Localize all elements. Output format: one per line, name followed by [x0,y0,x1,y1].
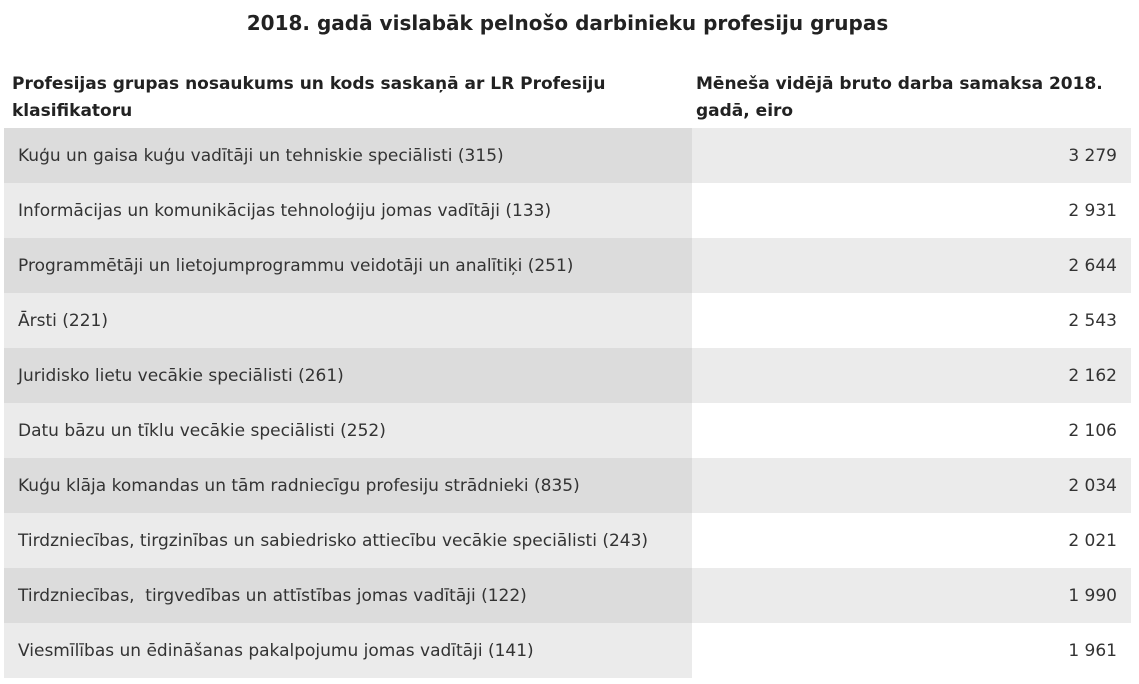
row-value: 3 279 [692,128,1131,183]
table-header: Profesijas grupas nosaukums un kods sask… [4,71,1131,127]
page-title: 2018. gadā vislabāk pelnošo darbinieku p… [246,11,889,35]
row-value: 2 644 [692,238,1131,293]
row-value: 2 106 [692,403,1131,458]
row-value: 1 990 [692,568,1131,623]
row-value: 2 021 [692,513,1131,568]
table-body: Kuģu un gaisa kuģu vadītāji un tehniskie… [4,128,1131,678]
table-row: Programmētāji un lietojumprogrammu veido… [4,238,1131,293]
row-name: Kuģu klāja komandas un tām radniecīgu pr… [4,458,692,513]
table-row: Kuģu klāja komandas un tām radniecīgu pr… [4,458,1131,513]
row-name: Tirdzniecības, tirgzinības un sabiedrisk… [4,513,692,568]
row-value: 2 034 [692,458,1131,513]
row-name: Datu bāzu un tīklu vecākie speciālisti (… [4,403,692,458]
table-row: Ārsti (221) 2 543 [4,293,1131,348]
table-row: Tirdzniecības, tirgvedības un attīstības… [4,568,1131,623]
row-name: Programmētāji un lietojumprogrammu veido… [4,238,692,293]
row-value: 2 931 [692,183,1131,238]
table-row: Tirdzniecības, tirgzinības un sabiedrisk… [4,513,1131,568]
table-row: Informācijas un komunikācijas tehnoloģij… [4,183,1131,238]
row-name: Juridisko lietu vecākie speciālisti (261… [4,348,692,403]
row-name: Tirdzniecības, tirgvedības un attīstības… [4,568,692,623]
table-row: Juridisko lietu vecākie speciālisti (261… [4,348,1131,403]
row-value: 2 543 [692,293,1131,348]
column-header-name: Profesijas grupas nosaukums un kods sask… [12,74,606,121]
row-value: 1 961 [692,623,1131,678]
table-row: Kuģu un gaisa kuģu vadītāji un tehniskie… [4,128,1131,183]
row-value: 2 162 [692,348,1131,403]
table-row: Datu bāzu un tīklu vecākie speciālisti (… [4,403,1131,458]
column-header-value: Mēneša vidējā bruto darba samaksa 2018. … [696,74,1103,121]
row-name: Kuģu un gaisa kuģu vadītāji un tehniskie… [4,128,692,183]
row-name: Viesmīlības un ēdināšanas pakalpojumu jo… [4,623,692,678]
table-row: Viesmīlības un ēdināšanas pakalpojumu jo… [4,623,1131,678]
row-name: Informācijas un komunikācijas tehnoloģij… [4,183,692,238]
row-name: Ārsti (221) [4,293,692,348]
